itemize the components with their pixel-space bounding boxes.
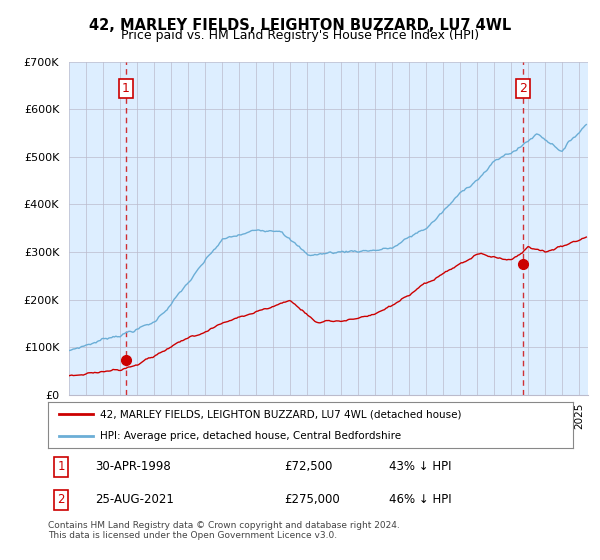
Text: Contains HM Land Registry data © Crown copyright and database right 2024.
This d: Contains HM Land Registry data © Crown c…	[48, 521, 400, 540]
Text: 1: 1	[122, 82, 130, 95]
Text: Price paid vs. HM Land Registry's House Price Index (HPI): Price paid vs. HM Land Registry's House …	[121, 29, 479, 42]
Text: 1: 1	[58, 460, 65, 473]
Text: 42, MARLEY FIELDS, LEIGHTON BUZZARD, LU7 4WL (detached house): 42, MARLEY FIELDS, LEIGHTON BUZZARD, LU7…	[101, 409, 462, 419]
Text: 42, MARLEY FIELDS, LEIGHTON BUZZARD, LU7 4WL: 42, MARLEY FIELDS, LEIGHTON BUZZARD, LU7…	[89, 18, 511, 33]
Text: 2: 2	[58, 493, 65, 506]
Text: £275,000: £275,000	[284, 493, 340, 506]
Text: 30-APR-1998: 30-APR-1998	[95, 460, 171, 473]
Text: 25-AUG-2021: 25-AUG-2021	[95, 493, 174, 506]
Text: 2: 2	[519, 82, 527, 95]
Text: HPI: Average price, detached house, Central Bedfordshire: HPI: Average price, detached house, Cent…	[101, 431, 401, 441]
Text: £72,500: £72,500	[284, 460, 332, 473]
Text: 43% ↓ HPI: 43% ↓ HPI	[389, 460, 452, 473]
Text: 46% ↓ HPI: 46% ↓ HPI	[389, 493, 452, 506]
